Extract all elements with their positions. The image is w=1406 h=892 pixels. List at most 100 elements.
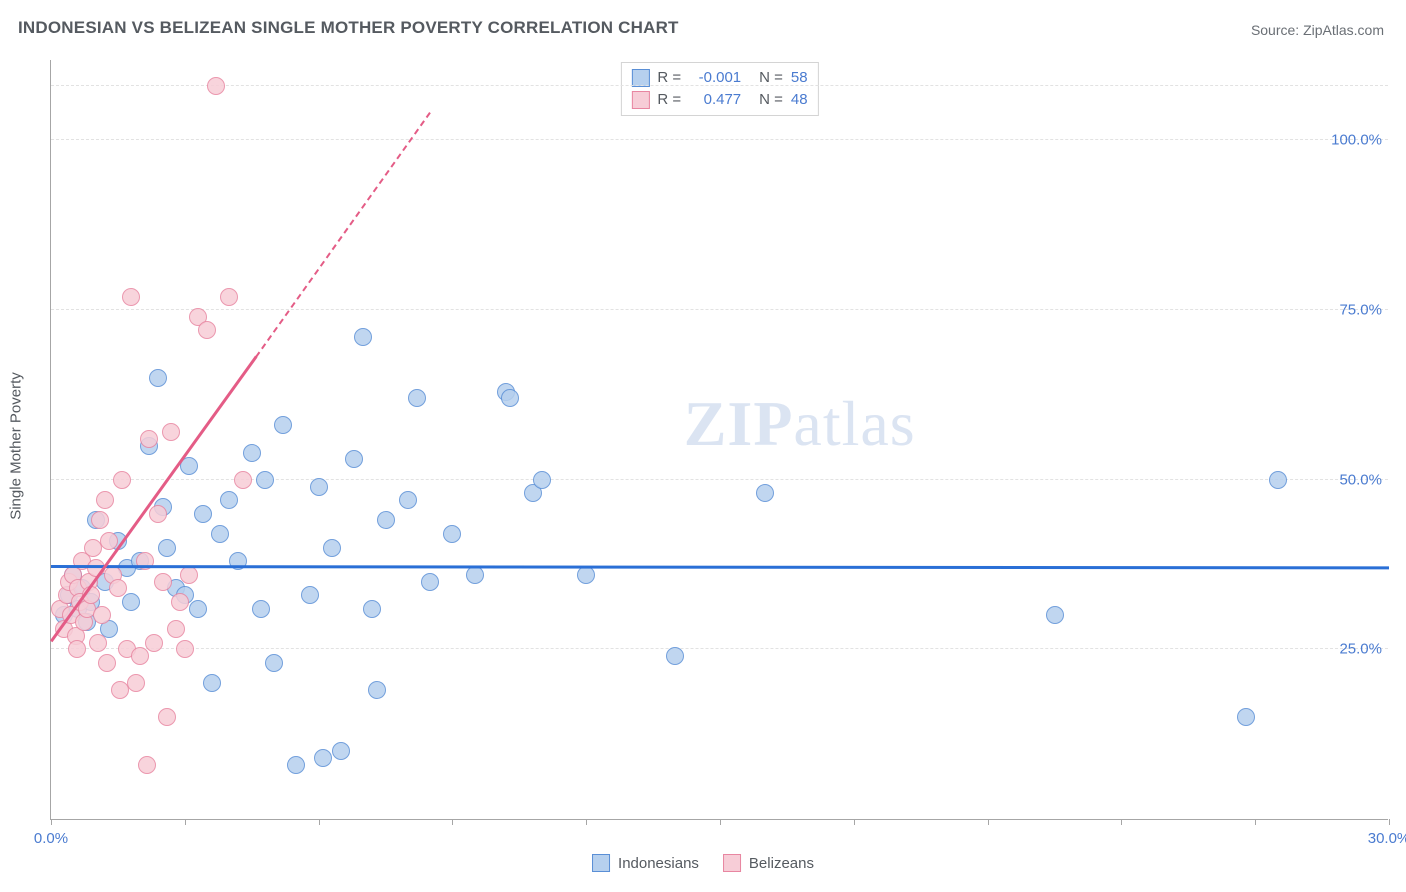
data-point (363, 600, 381, 618)
gridline (51, 139, 1388, 140)
data-point (501, 389, 519, 407)
r-label: R = (657, 89, 681, 111)
chart-container: INDONESIAN VS BELIZEAN SINGLE MOTHER POV… (0, 0, 1406, 892)
y-tick-label: 100.0% (1331, 132, 1382, 149)
data-point (287, 756, 305, 774)
x-tick (319, 819, 320, 825)
data-point (109, 579, 127, 597)
data-point (1237, 708, 1255, 726)
source-name: ZipAtlas.com (1303, 22, 1384, 38)
data-point (122, 288, 140, 306)
data-point (89, 634, 107, 652)
data-point (243, 444, 261, 462)
data-point (167, 620, 185, 638)
data-point (145, 634, 163, 652)
source-label: Source: (1251, 22, 1303, 38)
data-point (368, 681, 386, 699)
data-point (96, 491, 114, 509)
y-tick-label: 75.0% (1339, 302, 1382, 319)
data-point (323, 539, 341, 557)
data-point (234, 471, 252, 489)
legend-item: Indonesians (592, 854, 699, 872)
stats-row: R =0.477N =48 (631, 89, 807, 111)
x-tick (1255, 819, 1256, 825)
watermark-zip: ZIP (684, 388, 794, 459)
trend-line (255, 112, 431, 357)
data-point (220, 288, 238, 306)
plot-area: ZIPatlas R =-0.001N =58R =0.477N =48 25.… (50, 60, 1388, 820)
data-point (68, 640, 86, 658)
data-point (158, 539, 176, 557)
data-point (140, 430, 158, 448)
data-point (256, 471, 274, 489)
legend-item: Belizeans (723, 854, 814, 872)
data-point (149, 505, 167, 523)
data-point (1269, 471, 1287, 489)
data-point (421, 573, 439, 591)
data-point (301, 586, 319, 604)
x-tick (185, 819, 186, 825)
data-point (274, 416, 292, 434)
data-point (377, 511, 395, 529)
stats-legend-box: R =-0.001N =58R =0.477N =48 (620, 62, 818, 116)
gridline (51, 85, 1388, 86)
data-point (1046, 606, 1064, 624)
data-point (265, 654, 283, 672)
legend-label: Belizeans (749, 855, 814, 872)
x-tick-label: 0.0% (34, 830, 68, 847)
x-tick (720, 819, 721, 825)
data-point (354, 328, 372, 346)
data-point (180, 566, 198, 584)
data-point (220, 491, 238, 509)
legend-swatch (631, 91, 649, 109)
legend-swatch (723, 854, 741, 872)
watermark: ZIPatlas (684, 387, 916, 461)
data-point (113, 471, 131, 489)
data-point (207, 77, 225, 95)
chart-title: INDONESIAN VS BELIZEAN SINGLE MOTHER POV… (18, 18, 679, 38)
data-point (399, 491, 417, 509)
data-point (154, 573, 172, 591)
x-tick (586, 819, 587, 825)
data-point (466, 566, 484, 584)
data-point (577, 566, 595, 584)
x-tick (1389, 819, 1390, 825)
data-point (252, 600, 270, 618)
data-point (149, 369, 167, 387)
source-attribution: Source: ZipAtlas.com (1251, 22, 1384, 38)
data-point (93, 606, 111, 624)
data-point (162, 423, 180, 441)
data-point (533, 471, 551, 489)
x-tick-label: 30.0% (1368, 830, 1406, 847)
legend-swatch (592, 854, 610, 872)
data-point (189, 600, 207, 618)
data-point (138, 756, 156, 774)
data-point (91, 511, 109, 529)
data-point (171, 593, 189, 611)
gridline (51, 648, 1388, 649)
data-point (100, 532, 118, 550)
x-tick (51, 819, 52, 825)
data-point (203, 674, 221, 692)
data-point (98, 654, 116, 672)
gridline (51, 309, 1388, 310)
data-point (122, 593, 140, 611)
x-tick (452, 819, 453, 825)
y-tick-label: 25.0% (1339, 641, 1382, 658)
r-value: 0.477 (689, 89, 741, 111)
data-point (666, 647, 684, 665)
data-point (198, 321, 216, 339)
data-point (111, 681, 129, 699)
x-tick (1121, 819, 1122, 825)
watermark-atlas: atlas (793, 388, 915, 459)
x-tick (854, 819, 855, 825)
trend-line (51, 565, 1389, 569)
y-tick-label: 50.0% (1339, 471, 1382, 488)
data-point (158, 708, 176, 726)
data-point (408, 389, 426, 407)
bottom-legend: Indonesians Belizeans (592, 854, 814, 872)
n-value: 48 (791, 89, 808, 111)
data-point (176, 640, 194, 658)
data-point (211, 525, 229, 543)
data-point (314, 749, 332, 767)
